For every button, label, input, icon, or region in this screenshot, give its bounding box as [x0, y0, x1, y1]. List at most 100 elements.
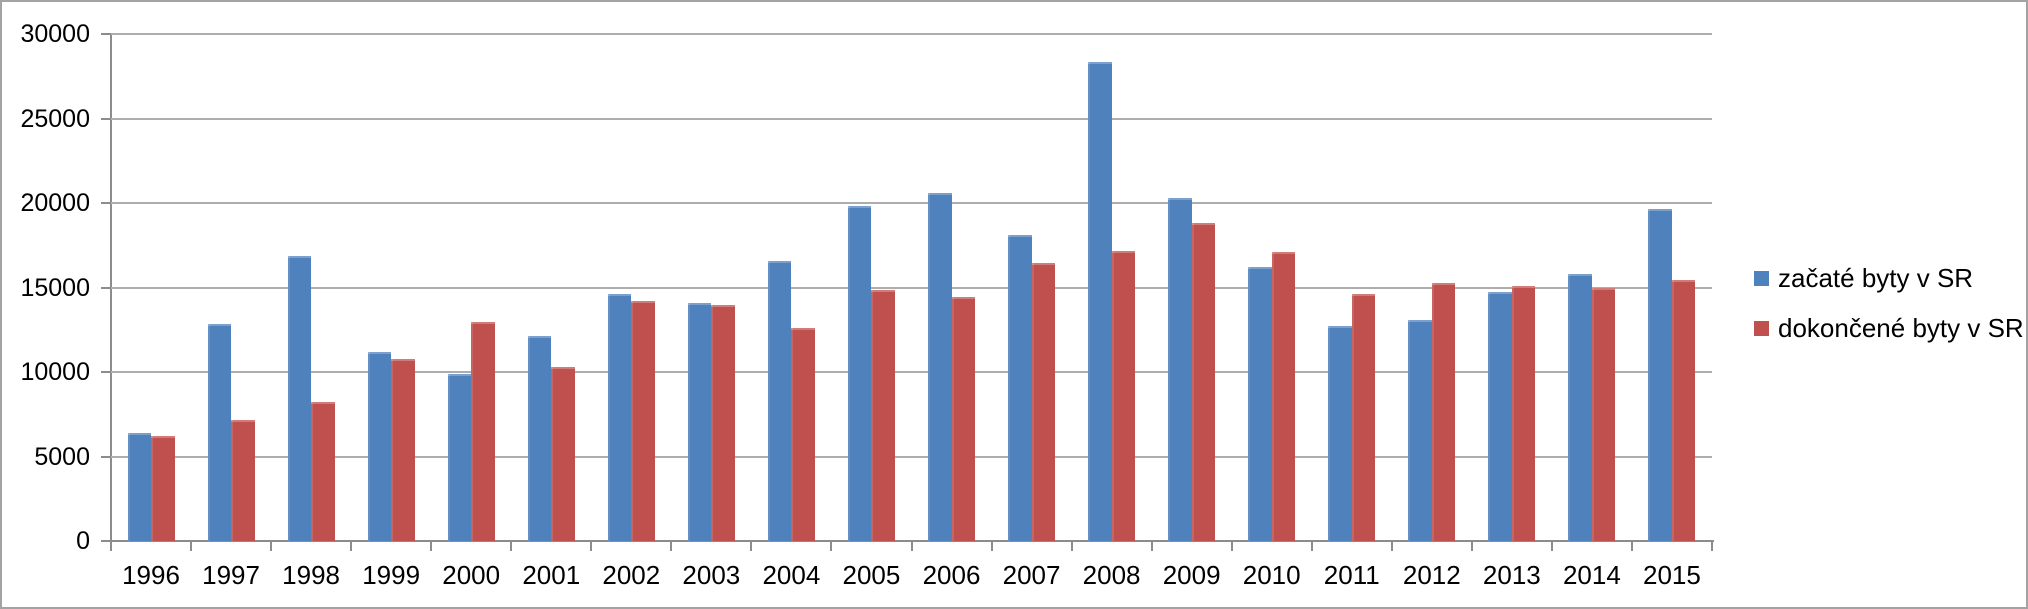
x-axis-label-2002: 2002: [602, 560, 661, 590]
bar-zacate-2002[interactable]: [607, 294, 632, 541]
legend: začaté byty v SR dokončené byty v SR: [1754, 262, 2024, 344]
x-axis-label-2014: 2014: [1562, 560, 1621, 590]
legend-item-zacate-byty[interactable]: začaté byty v SR: [1754, 262, 2024, 294]
bar-zacate-1996[interactable]: [127, 432, 151, 541]
bar-zacate-2013[interactable]: [1488, 291, 1512, 541]
x-axis-tick: [110, 541, 112, 551]
x-axis-label-1999: 1999: [362, 560, 421, 590]
x-axis-tick: [1630, 541, 1633, 551]
gridline-25000: [111, 117, 1712, 120]
bar-dokoncene-2010[interactable]: [1271, 252, 1296, 541]
x-axis-label-1997: 1997: [202, 560, 260, 590]
x-axis-tick: [190, 541, 193, 551]
legend-item-dokoncene-byty[interactable]: dokončené byty v SR: [1754, 312, 2024, 344]
x-axis-label-1996: 1996: [122, 560, 180, 590]
x-axis-tick: [1230, 541, 1233, 551]
x-axis-label-2008: 2008: [1082, 560, 1141, 590]
x-axis-tick: [510, 541, 513, 551]
x-axis-label-2005: 2005: [842, 560, 901, 590]
x-axis-tick: [1150, 541, 1153, 551]
y-axis-tick: [101, 202, 111, 204]
y-axis-tick-label: 0: [76, 527, 90, 555]
bar-zacate-2011[interactable]: [1328, 325, 1352, 541]
y-axis-tick-label: 15000: [20, 273, 90, 302]
x-axis-label-2011: 2011: [1323, 560, 1380, 590]
x-axis-label-2010: 2010: [1242, 560, 1301, 590]
bar-zacate-2000[interactable]: [447, 373, 472, 541]
bar-zacate-2008[interactable]: [1088, 62, 1112, 541]
bar-dokoncene-2007[interactable]: [1031, 262, 1056, 541]
x-axis-label-2012: 2012: [1402, 560, 1461, 590]
bar-zacate-2003[interactable]: [687, 303, 712, 541]
bar-dokoncene-2003[interactable]: [711, 304, 735, 541]
x-axis-tick: [1310, 541, 1313, 551]
bar-dokoncene-1998[interactable]: [311, 401, 335, 541]
x-axis-label-1998: 1998: [282, 560, 341, 590]
y-axis-tick: [101, 117, 111, 120]
x-axis-tick: [430, 541, 433, 551]
legend-label: začaté byty v SR: [1778, 263, 1974, 293]
bar-dokoncene-2005[interactable]: [871, 289, 895, 541]
x-axis-tick: [670, 541, 673, 551]
x-axis-tick: [1390, 541, 1393, 551]
bar-dokoncene-2014[interactable]: [1591, 287, 1616, 541]
x-axis-tick: [750, 541, 753, 551]
bar-dokoncene-2006[interactable]: [951, 296, 975, 541]
y-axis-tick-label: 5000: [34, 442, 90, 471]
x-axis-tick: [910, 541, 913, 551]
x-axis-label-2013: 2013: [1482, 560, 1541, 590]
bar-zacate-1999[interactable]: [367, 352, 392, 541]
y-axis-tick-label: 30000: [20, 20, 90, 48]
bar-zacate-2015[interactable]: [1648, 208, 1672, 541]
bar-zacate-2004[interactable]: [767, 260, 792, 541]
legend-label: dokončené byty v SR: [1778, 313, 2024, 343]
bar-dokoncene-2009[interactable]: [1191, 222, 1216, 541]
bar-dokoncene-2001[interactable]: [551, 366, 575, 541]
x-axis-tick: [1550, 541, 1553, 551]
x-axis-label-2004: 2004: [762, 560, 821, 590]
bar-dokoncene-2000[interactable]: [471, 322, 495, 541]
bar-dokoncene-2013[interactable]: [1511, 285, 1536, 541]
y-axis-tick: [101, 371, 111, 373]
bar-dokoncene-2008[interactable]: [1111, 250, 1136, 541]
gridline-20000: [111, 202, 1712, 204]
bar-dokoncene-2012[interactable]: [1431, 283, 1456, 541]
bar-zacate-2010[interactable]: [1248, 267, 1272, 541]
x-axis-tick: [1070, 541, 1073, 551]
bar-zacate-2006[interactable]: [928, 192, 952, 541]
gridline-15000: [111, 286, 1712, 289]
gridline-10000: [111, 371, 1712, 373]
bar-dokoncene-2011[interactable]: [1351, 294, 1376, 541]
y-axis-tick: [101, 33, 111, 35]
x-axis-label-2006: 2006: [922, 560, 981, 590]
x-axis-label-2015: 2015: [1643, 560, 1701, 590]
bar-dokoncene-1997[interactable]: [231, 419, 255, 541]
bar-dokoncene-2004[interactable]: [791, 328, 815, 541]
x-axis-label-2000: 2000: [442, 560, 501, 590]
bar-zacate-2014[interactable]: [1568, 274, 1592, 541]
x-axis-tick: [990, 541, 993, 551]
x-axis-tick: [350, 541, 353, 551]
bar-zacate-2005[interactable]: [847, 206, 872, 541]
bar-zacate-2007[interactable]: [1008, 234, 1032, 541]
bar-zacate-1998[interactable]: [287, 256, 312, 541]
bar-dokoncene-2015[interactable]: [1671, 279, 1696, 541]
bar-dokoncene-1996[interactable]: [151, 436, 175, 541]
x-axis-tick: [1711, 541, 1713, 551]
legend-swatch-blue-icon: [1754, 270, 1769, 286]
bar-dokoncene-1999[interactable]: [391, 359, 415, 541]
bar-zacate-2001[interactable]: [527, 336, 552, 541]
bar-zacate-1997[interactable]: [207, 323, 232, 541]
bar-zacate-2012[interactable]: [1408, 319, 1432, 541]
bar-dokoncene-2002[interactable]: [631, 300, 655, 541]
x-axis-label-2001: 2001: [522, 560, 581, 590]
bar-zacate-2009[interactable]: [1168, 197, 1192, 541]
x-axis-tick: [270, 541, 273, 551]
y-axis-tick-label: 25000: [20, 104, 90, 133]
x-axis-tick: [590, 541, 593, 551]
y-axis-tick-label: 20000: [20, 189, 90, 217]
x-axis-tick: [1470, 541, 1473, 551]
x-axis-label-2003: 2003: [682, 560, 741, 590]
